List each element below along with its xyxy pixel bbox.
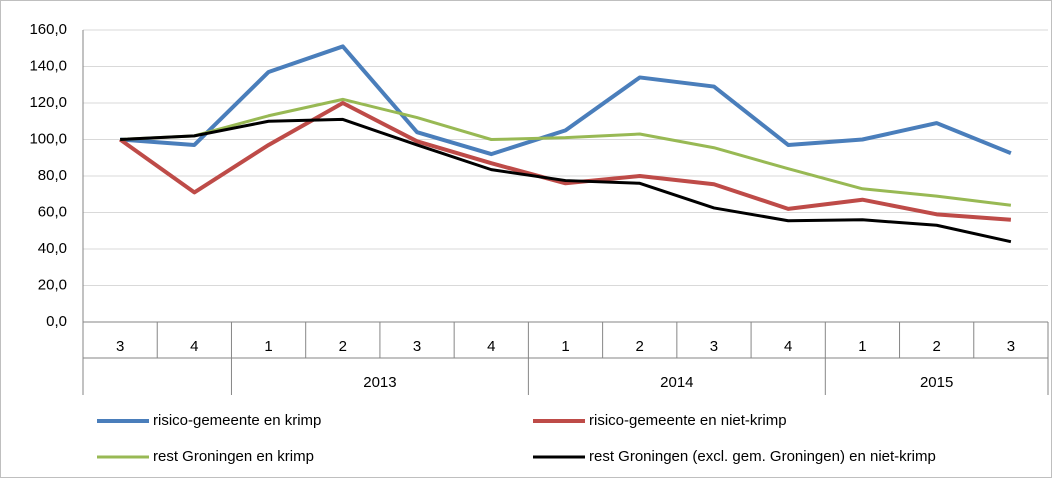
y-tick-label: 80,0 xyxy=(38,167,67,184)
x-tick-label: 2 xyxy=(636,338,644,355)
series-line xyxy=(119,44,1012,157)
x-tick-label: 1 xyxy=(858,338,866,355)
series-line xyxy=(118,101,1012,222)
y-tick-label: 20,0 xyxy=(38,276,67,293)
legend-label: rest Groningen en krimp xyxy=(153,448,314,465)
y-tick-label: 160,0 xyxy=(29,21,67,38)
series-line xyxy=(120,117,1012,244)
y-tick-label: 60,0 xyxy=(38,203,67,220)
y-tick-label: 140,0 xyxy=(29,57,67,74)
x-tick-label: 4 xyxy=(784,338,792,355)
y-tick-label: 40,0 xyxy=(38,240,67,257)
y-tick-label: 100,0 xyxy=(29,130,67,147)
x-tick-label: 3 xyxy=(1007,338,1015,355)
series-line xyxy=(120,97,1012,207)
legend-label: risico-gemeente en niet-krimp xyxy=(589,412,787,429)
group-label: 2015 xyxy=(920,374,953,391)
x-tick-label: 3 xyxy=(413,338,421,355)
y-tick-label: 0,0 xyxy=(46,313,67,330)
y-tick-label: 120,0 xyxy=(29,94,67,111)
legend-label: rest Groningen (excl. gem. Groningen) en… xyxy=(589,448,936,465)
x-tick-label: 2 xyxy=(932,338,940,355)
legend-label: risico-gemeente en krimp xyxy=(153,412,321,429)
x-tick-label: 3 xyxy=(710,338,718,355)
x-tick-label: 4 xyxy=(190,338,198,355)
x-tick-label: 3 xyxy=(116,338,124,355)
x-tick-label: 1 xyxy=(264,338,272,355)
group-label: 2013 xyxy=(363,374,396,391)
group-label: 2014 xyxy=(660,374,693,391)
x-tick-label: 2 xyxy=(339,338,347,355)
x-tick-label: 4 xyxy=(487,338,495,355)
x-tick-label: 1 xyxy=(561,338,569,355)
